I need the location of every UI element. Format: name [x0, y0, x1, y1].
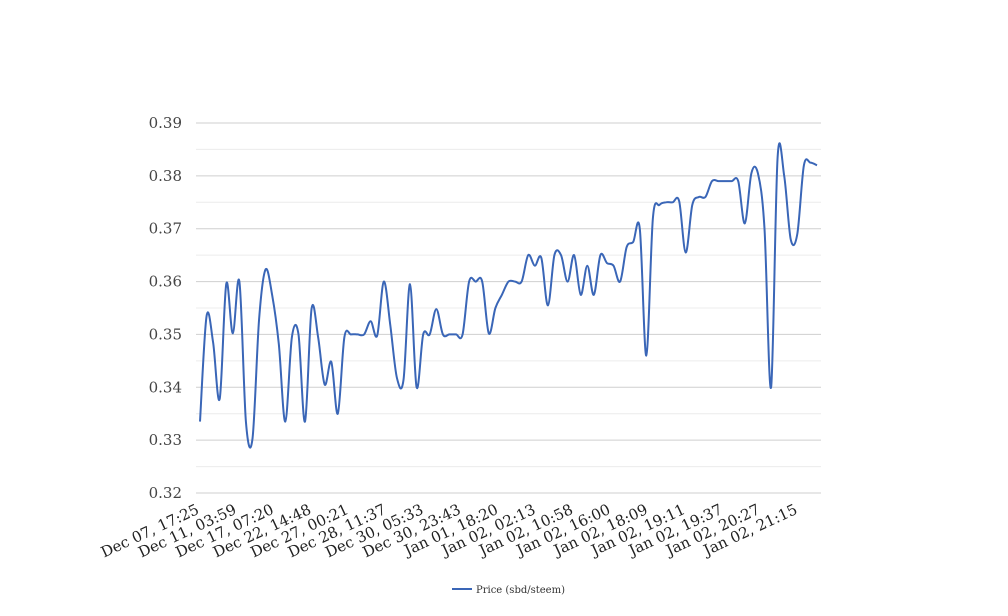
gridlines	[196, 122, 821, 494]
series-layer	[199, 142, 818, 449]
y-tick-label: 0.38	[149, 167, 182, 185]
y-tick-label: 0.34	[149, 378, 182, 396]
y-tick-label: 0.39	[149, 114, 182, 132]
series-line-price	[199, 142, 818, 449]
legend-label: Price (sbd/steem)	[476, 585, 565, 596]
y-axis-ticks: 0.32 0.33 0.34 0.35 0.36 0.37 0.38 0.39	[149, 114, 182, 502]
y-tick-label: 0.35	[149, 325, 182, 343]
legend: Price (sbd/steem)	[452, 585, 565, 596]
y-tick-label: 0.32	[149, 484, 182, 502]
y-tick-label: 0.33	[149, 431, 182, 449]
y-tick-label: 0.37	[149, 220, 182, 238]
y-tick-label: 0.36	[149, 273, 182, 291]
